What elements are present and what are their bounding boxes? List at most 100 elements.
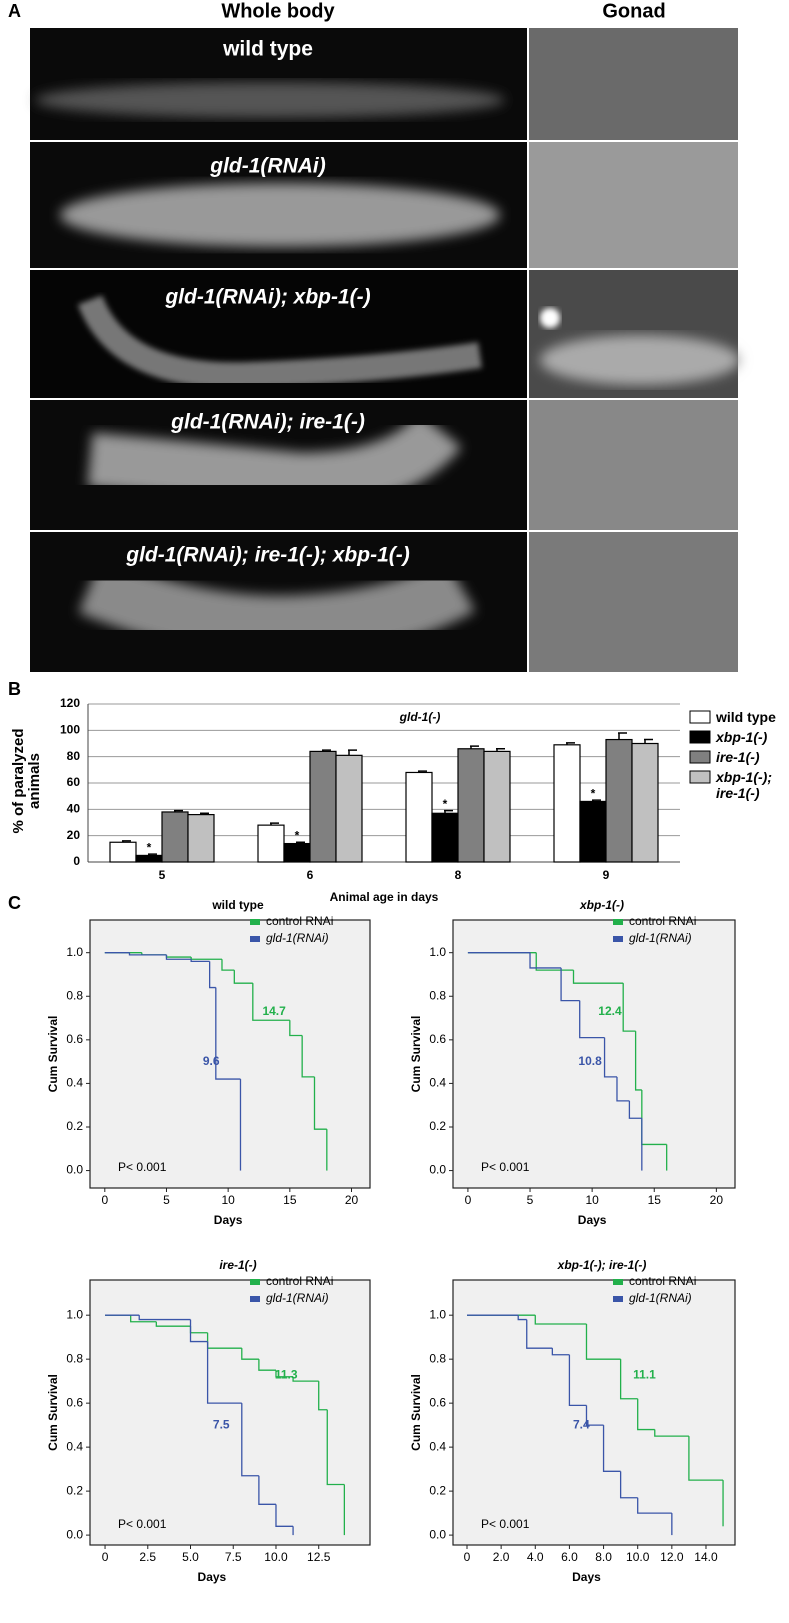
chart-title: xbp-1(-); ire-1(-) <box>557 1258 647 1272</box>
error-bar <box>418 770 427 773</box>
panel-label: C <box>8 893 21 913</box>
legend-label: control RNAi <box>266 1274 333 1288</box>
x-tick-label: 20 <box>710 1193 724 1207</box>
tissue <box>540 335 740 385</box>
survival-step <box>275 1504 294 1527</box>
survival-step <box>526 1319 553 1349</box>
x-tick-label: 5 <box>159 868 166 882</box>
survival-step <box>534 1315 587 1325</box>
bar <box>257 824 285 863</box>
error-bar <box>566 742 575 745</box>
survival-step <box>603 1037 617 1078</box>
survival-step <box>568 1354 587 1406</box>
error-bar <box>348 749 357 756</box>
survival-step <box>517 1315 527 1321</box>
x-tick-label: 2.5 <box>139 1550 156 1564</box>
bar <box>135 854 163 863</box>
y-tick-label: 20 <box>67 828 81 842</box>
legend-swatch <box>250 919 260 925</box>
x-tick-label: 10.0 <box>626 1550 650 1564</box>
plot-area <box>452 1279 736 1546</box>
survival-step <box>572 970 624 984</box>
error-bar <box>296 841 305 844</box>
error-bar <box>644 738 653 744</box>
survival-step <box>189 1319 208 1343</box>
legend-swatch <box>689 750 711 764</box>
survival-step <box>529 952 562 969</box>
survival-step <box>616 1076 630 1102</box>
x-axis-label: Days <box>214 1213 243 1227</box>
legend-label: ire-1(-) <box>716 749 760 765</box>
survival-step <box>560 967 580 1002</box>
legend-swatch <box>613 919 623 925</box>
p-value: P< 0.001 <box>481 1160 530 1174</box>
x-tick-label: 9 <box>603 868 610 882</box>
y-axis-label: Cum Survival <box>409 1374 423 1451</box>
significance-marker: * <box>591 786 596 800</box>
legend-label: xbp-1(-) <box>716 729 768 745</box>
survival-step <box>326 1409 345 1486</box>
legend-swatch <box>250 1296 260 1302</box>
bar <box>579 800 607 863</box>
y-tick-label: 120 <box>60 696 80 710</box>
error-bar <box>592 799 601 802</box>
spot <box>540 308 560 328</box>
survival-step <box>292 1376 319 1382</box>
survival-step <box>289 1020 303 1037</box>
bar <box>309 750 337 863</box>
y-tick-label: 0.8 <box>66 1351 83 1365</box>
error-bar <box>618 732 627 740</box>
y-tick-label: 0.6 <box>66 1032 83 1046</box>
survival-step <box>206 1341 242 1404</box>
bar <box>457 748 485 863</box>
x-tick-label: 10.0 <box>264 1550 288 1564</box>
x-tick-label: 8.0 <box>595 1550 612 1564</box>
bar <box>605 738 633 863</box>
x-tick-label: 6.0 <box>561 1550 578 1564</box>
y-tick-label: 0.2 <box>429 1119 446 1133</box>
x-axis-label: Days <box>578 1213 607 1227</box>
row-label: gld-1(RNAi); xbp-1(-) <box>164 286 370 309</box>
significance-marker: * <box>295 828 300 842</box>
survival-step <box>241 1403 259 1477</box>
median-label: 11.3 <box>275 1367 298 1381</box>
survival-step <box>579 1000 605 1039</box>
bar <box>109 841 137 863</box>
legend-label: gld-1(RNAi) <box>629 1291 692 1305</box>
x-tick-label: 0 <box>465 1193 472 1207</box>
error-bar <box>122 840 131 843</box>
legend-label: control RNAi <box>266 914 333 928</box>
y-tick-label: 0.4 <box>429 1076 446 1090</box>
survival-step <box>318 1381 328 1411</box>
bar <box>483 750 511 863</box>
survival-step <box>215 987 241 1080</box>
survival-step <box>585 1323 621 1360</box>
y-tick-label: 0 <box>73 854 80 868</box>
x-tick-label: 5.0 <box>182 1550 199 1564</box>
row-label: gld-1(RNAi) <box>209 155 325 178</box>
median-label: 10.8 <box>578 1054 602 1068</box>
bar <box>553 744 581 863</box>
significance-marker: * <box>443 797 448 811</box>
survival-step <box>208 961 216 989</box>
median-label: 7.4 <box>573 1417 590 1431</box>
y-tick-label: 0.6 <box>429 1032 446 1046</box>
y-tick-label: 0.8 <box>429 1351 446 1365</box>
plot-area <box>452 919 736 1189</box>
survival-step <box>634 1031 642 1091</box>
legend-label: gld-1(RNAi) <box>629 931 692 945</box>
bar <box>405 771 433 863</box>
y-tick-label: 60 <box>67 775 81 789</box>
y-tick-label: 1.0 <box>66 1307 83 1321</box>
p-value: P< 0.001 <box>118 1160 167 1174</box>
worm <box>78 557 476 656</box>
survival-step <box>585 1405 604 1426</box>
median-label: 12.4 <box>598 1004 622 1018</box>
x-tick-label: 0 <box>102 1550 109 1564</box>
legend-label: xbp-1(-); ire-1(-) <box>716 769 772 801</box>
chart-title: wild type <box>211 898 264 912</box>
x-tick-label: 20 <box>345 1193 359 1207</box>
y-tick-label: 80 <box>67 749 81 763</box>
x-tick-label: 12.5 <box>307 1550 331 1564</box>
